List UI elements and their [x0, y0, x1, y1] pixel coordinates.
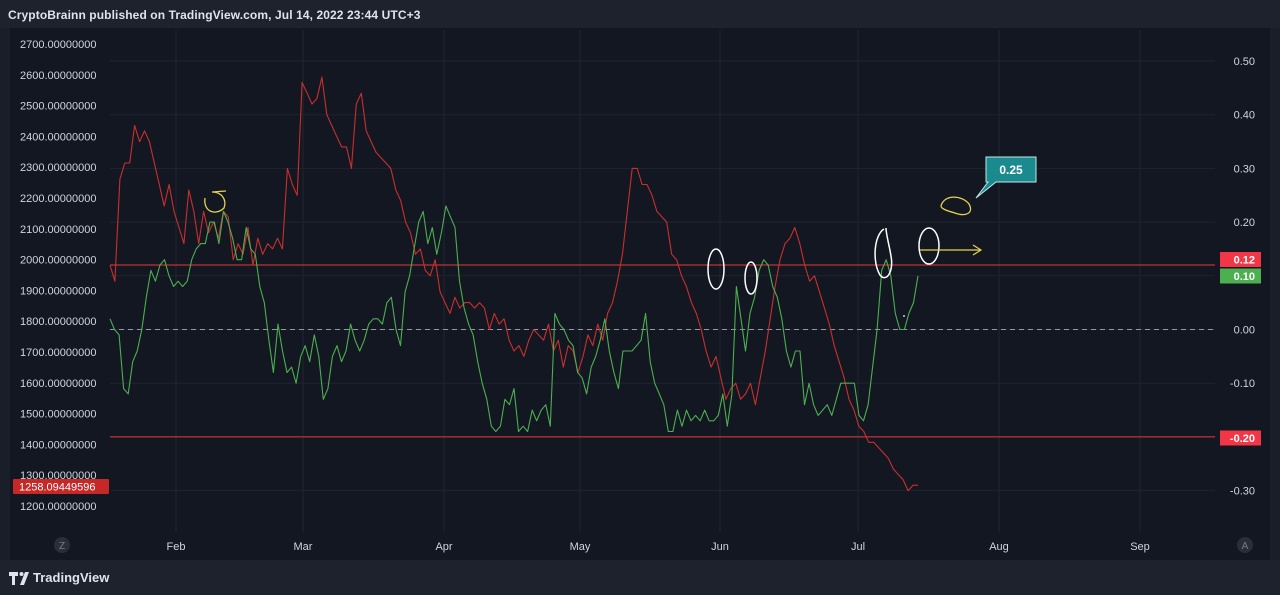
- x-axis-tick-label: Aug: [989, 541, 1009, 553]
- right-axis-value-tag: -0.20: [1220, 430, 1261, 446]
- callout-box: [975, 156, 1037, 199]
- price-tag-text: 1258.09449596: [19, 482, 95, 494]
- left-axis-tick-label: 2500.00000000: [20, 101, 96, 113]
- drawing-annotations: 0.25: [204, 156, 1037, 317]
- publish-header: CryptoBrainn published on TradingView.co…: [0, 0, 1280, 28]
- chart-series: [109, 76, 919, 492]
- right-axis-tick-label: 0.00: [1234, 325, 1255, 337]
- red-series-line: [109, 76, 918, 492]
- auto-scale-button[interactable]: A: [1237, 537, 1253, 553]
- tradingview-logo-icon[interactable]: [9, 571, 119, 585]
- annotation-dot: [903, 315, 905, 317]
- yellow-arrow-head: [972, 244, 983, 256]
- x-axis-tick-label: May: [570, 541, 591, 553]
- left-axis-tick-label: 1500.00000000: [20, 409, 96, 421]
- right-axis-tick-label: 0.20: [1234, 217, 1255, 229]
- price-tag-box: [13, 479, 109, 494]
- left-axis-tick-label: 2600.00000000: [20, 70, 96, 82]
- zoom-button-label: Z: [59, 541, 65, 552]
- auto-scale-button-label: A: [1242, 541, 1249, 552]
- tradingview-brand[interactable]: TradingView: [33, 570, 110, 585]
- current-price-tag: 1258.09449596: [13, 479, 109, 494]
- left-axis-tick-label: 2200.00000000: [20, 193, 96, 205]
- level-lines: [110, 264, 1215, 438]
- x-axis-tick-label: Jul: [851, 541, 865, 553]
- right-axis-tick-label: -0.30: [1230, 486, 1255, 498]
- x-axis-tick-label: Sep: [1130, 541, 1150, 553]
- chart-canvas[interactable]: 0.25 2700.00000000 2600.00000000 2500.0000…: [0, 0, 1280, 560]
- left-axis-tick-label: 2300.00000000: [20, 162, 96, 174]
- white-circle-annotation: [744, 261, 758, 295]
- footer-bar: TradingView: [0, 560, 1280, 595]
- right-axis-tick-label: 0.40: [1234, 110, 1255, 122]
- white-circle-annotation: [707, 248, 725, 290]
- yellow-circle-annotation: [204, 190, 227, 213]
- value-tag-text: -0.20: [1230, 433, 1255, 445]
- right-axis-tick-label: 0.50: [1234, 56, 1255, 68]
- x-axis-tick-label: Jun: [711, 541, 729, 553]
- right-axis-value-tag: 0.12: [1220, 252, 1261, 267]
- publish-info-text: CryptoBrainn published on TradingView.co…: [8, 8, 421, 22]
- left-axis-tick-label: 2000.00000000: [20, 255, 96, 267]
- x-axis-tick-label: Mar: [294, 541, 313, 553]
- green-series-line: [109, 205, 919, 433]
- chart-frame[interactable]: [10, 28, 1270, 560]
- right-axis-tick-label: 0.30: [1234, 163, 1255, 175]
- value-tag-text: 0.12: [1234, 255, 1255, 267]
- callout-text: 0.25: [999, 163, 1023, 177]
- value-tag-box: [1220, 430, 1261, 446]
- left-axis-tick-label: 2400.00000000: [20, 131, 96, 143]
- white-circle-annotation: [918, 227, 940, 265]
- left-axis-tick-label: 2700.00000000: [20, 39, 96, 51]
- x-axis-tick-label: Apr: [435, 541, 452, 553]
- left-axis-tick-label: 1200.00000000: [20, 501, 96, 513]
- value-tag-box: [1220, 268, 1261, 284]
- chart-grid: [110, 30, 1215, 532]
- auto-scale-button-bg: [1237, 537, 1253, 553]
- right-axis-tick-label: -0.10: [1230, 378, 1255, 390]
- left-axis-tick-label: 1400.00000000: [20, 439, 96, 451]
- left-axis-tick-label: 1700.00000000: [20, 347, 96, 359]
- left-axis-tick-label: 1600.00000000: [20, 378, 96, 390]
- yellow-circle-annotation: [940, 196, 972, 216]
- zoom-button[interactable]: Z: [54, 537, 70, 553]
- chart-axes: 2700.00000000 2600.00000000 2500.00000000 2…: [13, 39, 1261, 553]
- zoom-button-bg: [54, 537, 70, 553]
- value-tag-box: [1220, 252, 1261, 267]
- value-tag-text: 0.10: [1234, 271, 1255, 283]
- left-axis-tick-label: 1900.00000000: [20, 285, 96, 297]
- x-axis-tick-label: Feb: [167, 541, 186, 553]
- left-axis-tick-label: 1800.00000000: [20, 316, 96, 328]
- callout-0-25: 0.25: [975, 156, 1037, 199]
- left-axis-tick-label: 2100.00000000: [20, 224, 96, 236]
- white-circle-annotation: [874, 227, 893, 279]
- right-axis-value-tag: 0.10: [1220, 268, 1261, 284]
